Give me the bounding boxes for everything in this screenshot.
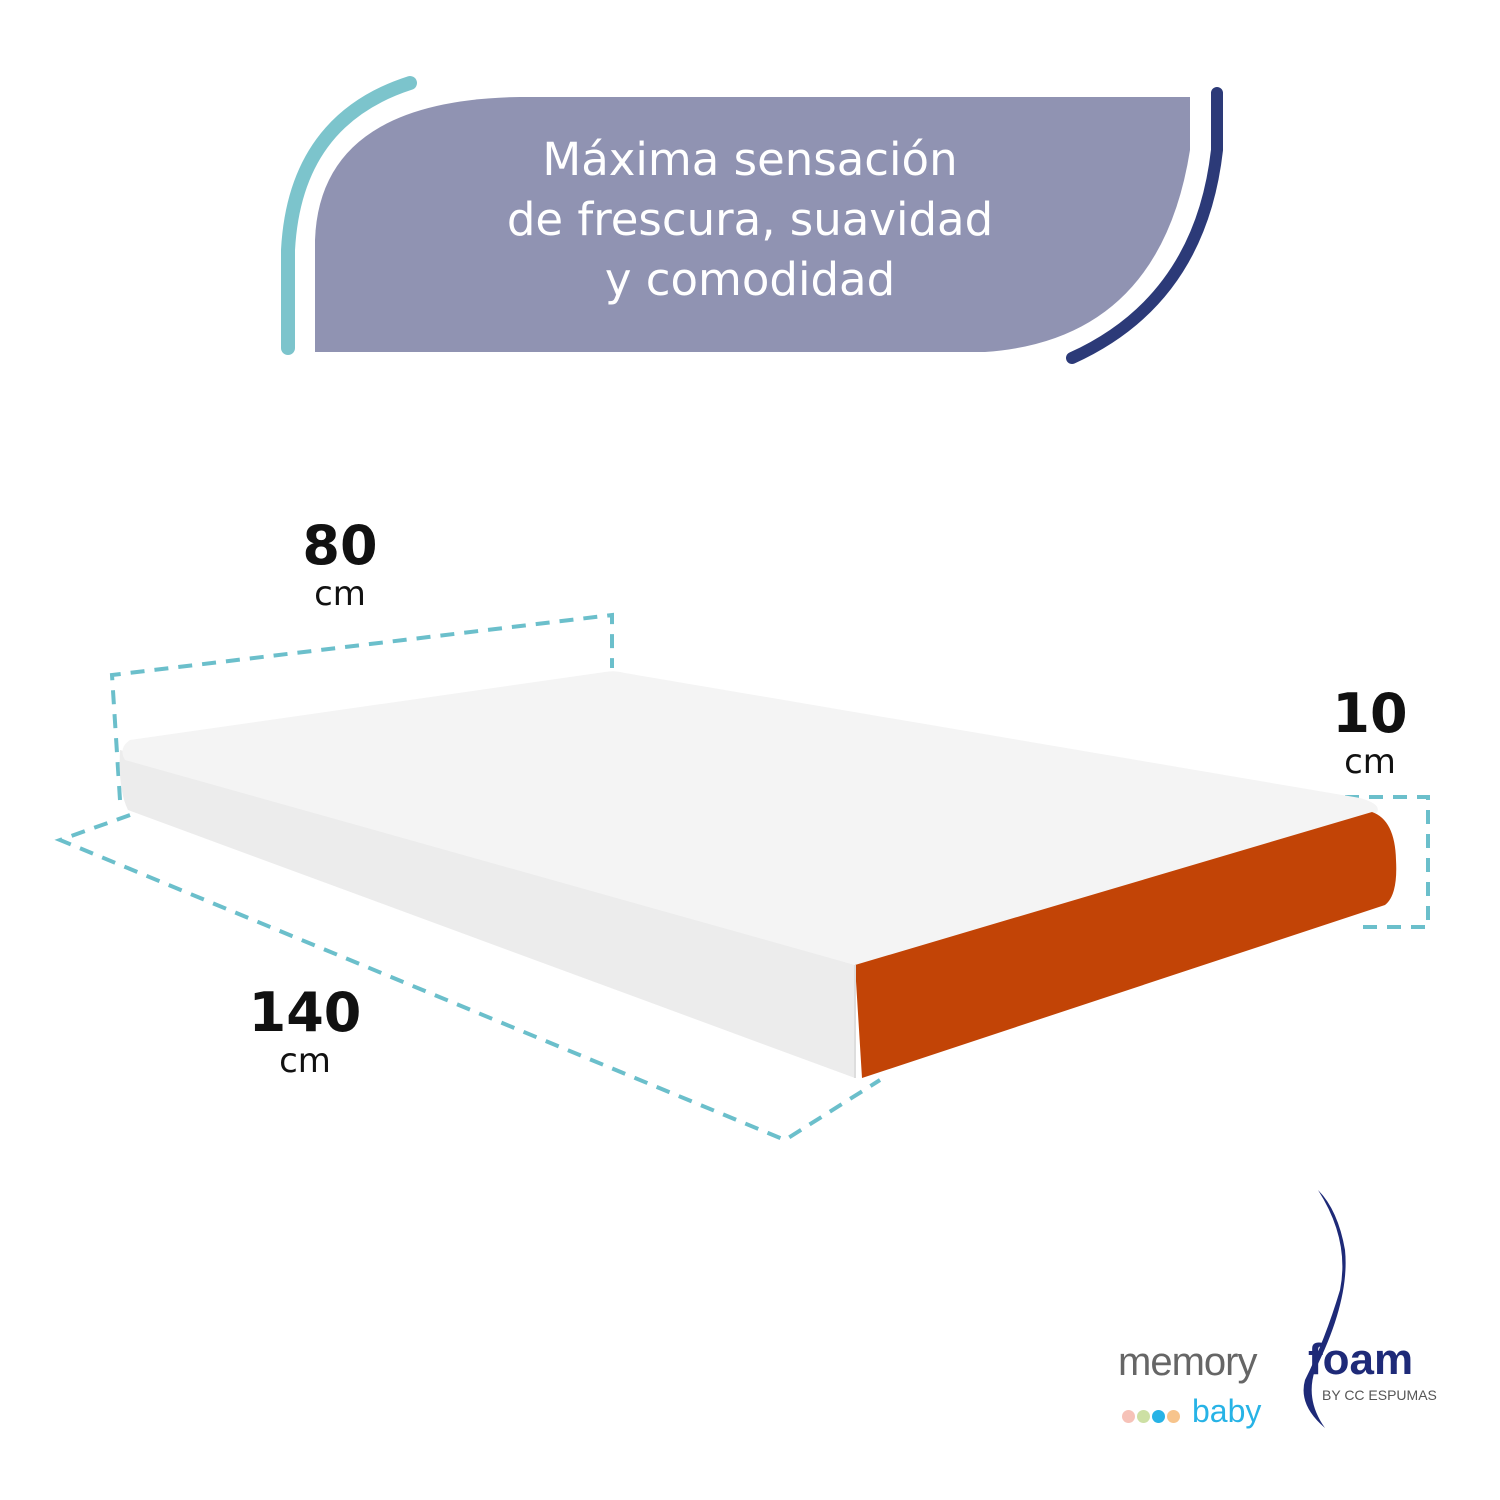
headline-line: de frescura, suavidad (506, 193, 994, 246)
logo-dot (1137, 1410, 1150, 1423)
banner-left-arc (281, 76, 417, 355)
headline-line: y comodidad (604, 253, 896, 306)
banner-shape (315, 97, 1190, 352)
height-unit: cm (1344, 742, 1396, 782)
headline-line: Máxima sensación (542, 133, 958, 186)
logo-dot (1167, 1410, 1180, 1423)
length-dimension-line (54, 813, 882, 1143)
logo-word-foam: foam (1308, 1335, 1414, 1384)
banner-headline: Máxima sensación de frescura, suavidad y… (420, 130, 1080, 310)
mattress-side (119, 750, 855, 1078)
width-unit: cm (314, 574, 366, 614)
logo-byline: BY CC ESPUMAS (1322, 1387, 1437, 1403)
mattress (119, 671, 1397, 1078)
length-unit: cm (279, 1041, 331, 1081)
logo-word-baby: baby (1192, 1393, 1262, 1429)
mattress-top (122, 671, 1378, 965)
length-value: 140 (248, 981, 362, 1044)
width-value: 80 (302, 514, 378, 577)
length-label: 140 cm (245, 981, 365, 1081)
width-dimension-line (109, 612, 614, 801)
dimension-lines (54, 612, 1430, 1143)
width-label: 80 cm (290, 514, 390, 614)
logo-word-memory: memory (1118, 1340, 1257, 1384)
logo-dots (1122, 1410, 1180, 1423)
banner-right-arc (1066, 87, 1223, 364)
logo-dot (1152, 1410, 1165, 1423)
mattress-orange-end (855, 812, 1397, 1078)
height-dimension-line (1345, 795, 1430, 929)
logo-dot (1122, 1410, 1135, 1423)
height-value: 10 (1332, 682, 1408, 745)
height-label: 10 cm (1320, 682, 1420, 782)
brand-logo: memory foam BY CC ESPUMAS baby (1118, 1335, 1448, 1446)
